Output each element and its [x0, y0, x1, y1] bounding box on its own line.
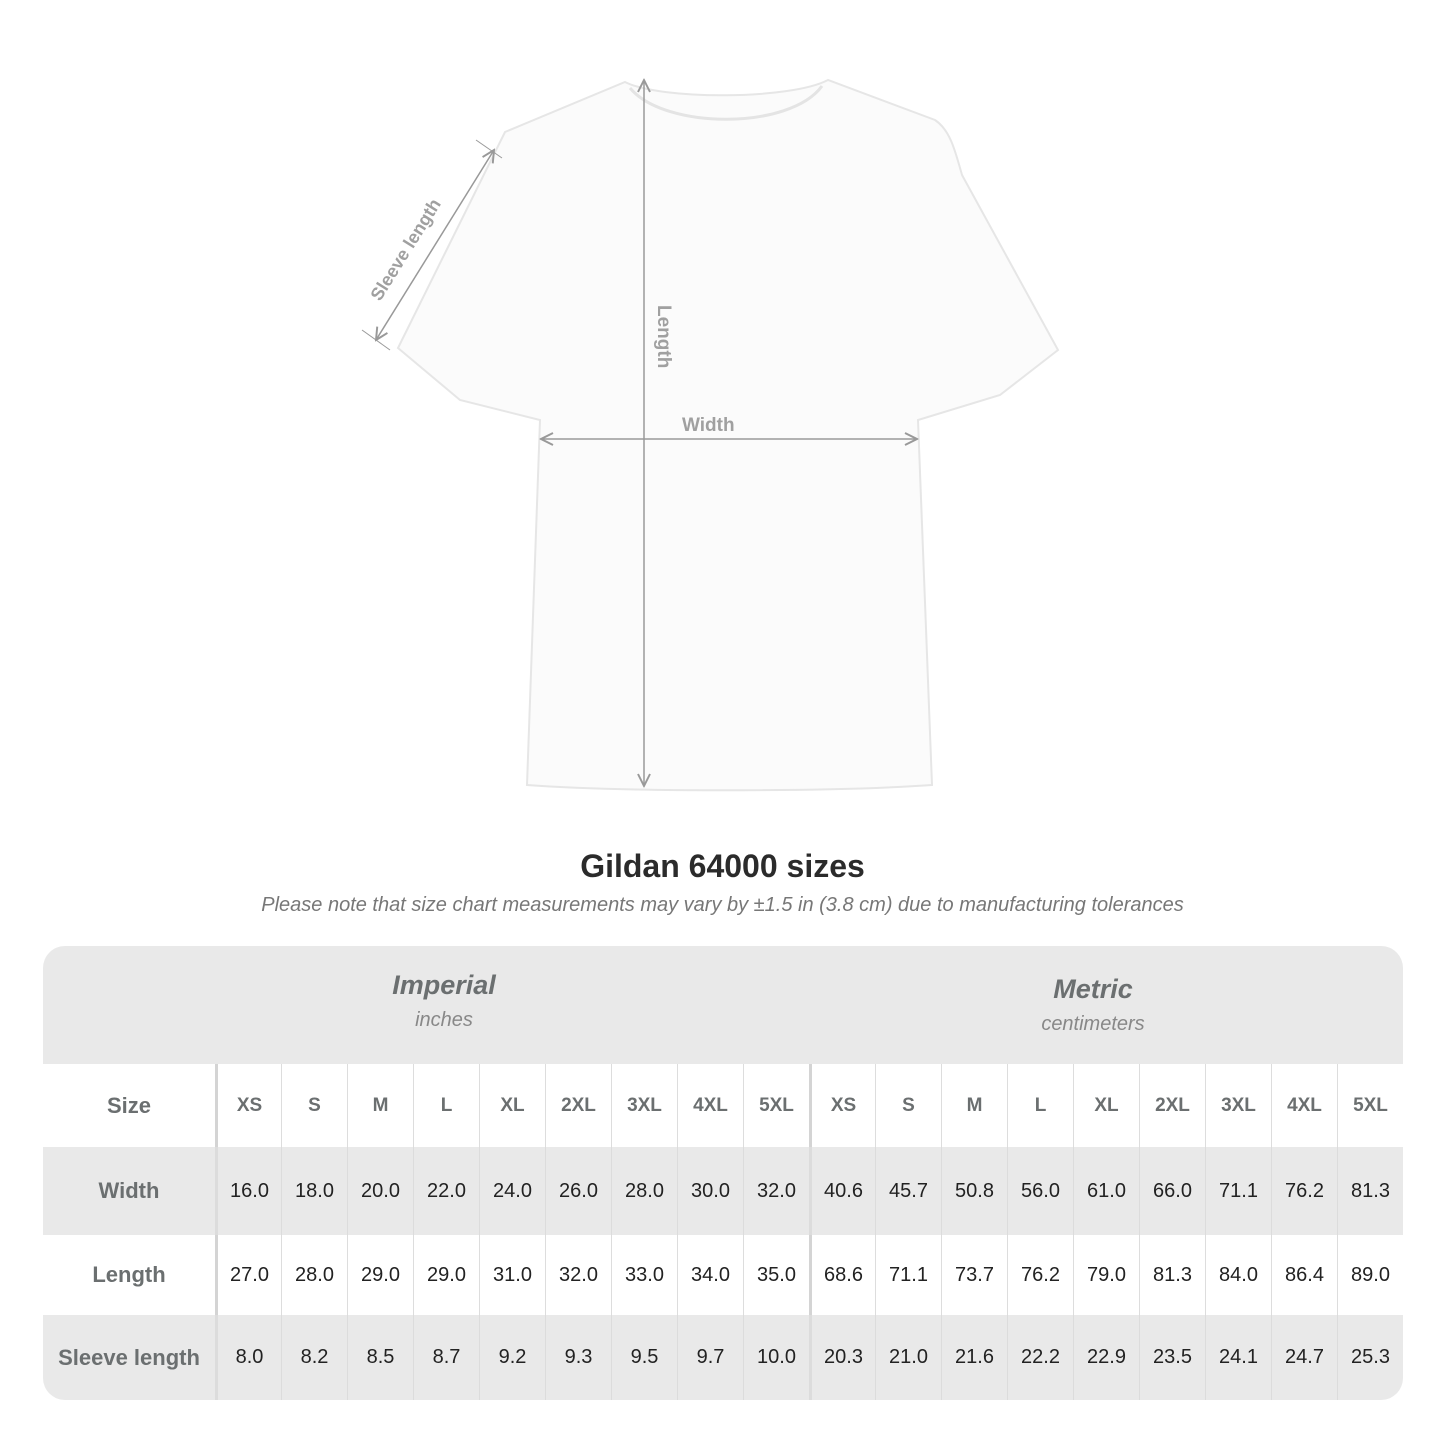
metric-value-cell: 66.0 — [1139, 1147, 1205, 1235]
imperial-value-cell: 9.5 — [611, 1315, 677, 1400]
metric-value-cell: 21.0 — [875, 1315, 941, 1400]
tolerance-note: Please note that size chart measurements… — [261, 894, 1184, 916]
imperial-value-cell: 32.0 — [545, 1235, 611, 1315]
metric-value-cell: 73.7 — [941, 1235, 1007, 1315]
imperial-value-cell: 35.0 — [743, 1235, 809, 1315]
metric-unit: centimeters — [1041, 1013, 1145, 1035]
imperial-value-cell: 8.5 — [347, 1315, 413, 1400]
imperial-value-cell: 18.0 — [281, 1147, 347, 1235]
table-row: Width 16.0 18.0 20.0 22.0 24.0 26.0 28.0 30.0 32.… — [43, 1147, 1403, 1235]
imperial-value-cell: 22.0 — [413, 1147, 479, 1235]
size-header-cell: L — [413, 1064, 479, 1147]
metric-value-cell: 86.4 — [1271, 1235, 1337, 1315]
row-label: Sleeve length — [58, 1344, 200, 1370]
metric-title: Metric — [1053, 974, 1133, 1004]
size-header-cell: XL — [1073, 1064, 1139, 1147]
table-header: Imperial inches Metric centimeters — [43, 946, 1403, 1064]
size-header-cell: 4XL — [677, 1064, 743, 1147]
metric-value-cell: 40.6 — [809, 1147, 875, 1235]
metric-value-cell: 81.3 — [1139, 1235, 1205, 1315]
imperial-value-cell: 9.2 — [479, 1315, 545, 1400]
size-header-cell: XL — [479, 1064, 545, 1147]
imperial-value-cell: 32.0 — [743, 1147, 809, 1235]
imperial-value-cell: 8.2 — [281, 1315, 347, 1400]
metric-value-cell: 25.3 — [1337, 1315, 1403, 1400]
row-label: Size — [106, 1092, 152, 1118]
imperial-value-cell: 34.0 — [677, 1235, 743, 1315]
imperial-value-cell: 16.0 — [215, 1147, 281, 1235]
sleeve-measure-line — [376, 150, 494, 340]
size-header-cell: 3XL — [1205, 1064, 1271, 1147]
imperial-value-cell: 10.0 — [743, 1315, 809, 1400]
metric-value-cell: 84.0 — [1205, 1235, 1271, 1315]
metric-value-cell: 24.7 — [1271, 1315, 1337, 1400]
size-header-cell: S — [875, 1064, 941, 1147]
size-header-cell: XS — [215, 1064, 281, 1147]
imperial-value-cell: 8.7 — [413, 1315, 479, 1400]
metric-value-cell: 22.9 — [1073, 1315, 1139, 1400]
imperial-title: Imperial — [392, 970, 496, 1000]
metric-value-cell: 50.8 — [941, 1147, 1007, 1235]
table-row: Sleeve length 8.0 8.2 8.5 8.7 9.2 9.3 9.5 9.7 10.… — [43, 1315, 1403, 1400]
size-header-cell: 5XL — [1337, 1064, 1403, 1147]
row-label: Length — [92, 1262, 166, 1287]
size-header-cell: XS — [809, 1064, 875, 1147]
metric-header: Metric centimeters — [810, 974, 1376, 1036]
metric-value-cell: 23.5 — [1139, 1315, 1205, 1400]
size-table: Imperial inches Metric centimeters Size X… — [43, 946, 1403, 1400]
size-header-cell: M — [941, 1064, 1007, 1147]
size-header-cell: L — [1007, 1064, 1073, 1147]
metric-value-cell: 89.0 — [1337, 1235, 1403, 1315]
size-header-cell: 3XL — [611, 1064, 677, 1147]
imperial-value-cell: 27.0 — [215, 1235, 281, 1315]
row-label: Width — [98, 1178, 160, 1203]
metric-value-cell: 21.6 — [941, 1315, 1007, 1400]
imperial-value-cell: 8.0 — [215, 1315, 281, 1400]
imperial-value-cell: 28.0 — [281, 1235, 347, 1315]
size-header-cell: M — [347, 1064, 413, 1147]
metric-value-cell: 45.7 — [875, 1147, 941, 1235]
size-header-row: Size XS S M L XL 2XL 3XL 4XL 5XL XS S M L XL 2XL 3XL 4XL 5… — [43, 1064, 1403, 1147]
imperial-value-cell: 29.0 — [413, 1235, 479, 1315]
metric-value-cell: 24.1 — [1205, 1315, 1271, 1400]
imperial-value-cell: 29.0 — [347, 1235, 413, 1315]
imperial-header: Imperial inches — [215, 970, 673, 1032]
imperial-value-cell: 33.0 — [611, 1235, 677, 1315]
tshirt-diagram: Sleeve length Length Width — [361, 0, 1060, 792]
size-header-cell: S — [281, 1064, 347, 1147]
metric-value-cell: 79.0 — [1073, 1235, 1139, 1315]
length-label: Length — [653, 305, 674, 368]
metric-value-cell: 56.0 — [1007, 1147, 1073, 1235]
metric-value-cell: 61.0 — [1073, 1147, 1139, 1235]
metric-value-cell: 76.2 — [1271, 1147, 1337, 1235]
size-header-cell: 5XL — [743, 1064, 809, 1147]
size-header-cell: 2XL — [1139, 1064, 1205, 1147]
metric-value-cell: 20.3 — [809, 1315, 875, 1400]
imperial-value-cell: 30.0 — [677, 1147, 743, 1235]
table-row: Length 27.0 28.0 29.0 29.0 31.0 32.0 33.0 34.0 35… — [43, 1235, 1403, 1315]
imperial-value-cell: 9.7 — [677, 1315, 743, 1400]
imperial-value-cell: 9.3 — [545, 1315, 611, 1400]
metric-value-cell: 81.3 — [1337, 1147, 1403, 1235]
width-label: Width — [682, 415, 735, 436]
metric-value-cell: 22.2 — [1007, 1315, 1073, 1400]
size-header-cell: 2XL — [545, 1064, 611, 1147]
metric-value-cell: 71.1 — [1205, 1147, 1271, 1235]
metric-value-cell: 71.1 — [875, 1235, 941, 1315]
metric-value-cell: 68.6 — [809, 1235, 875, 1315]
imperial-value-cell: 20.0 — [347, 1147, 413, 1235]
imperial-unit: inches — [415, 1009, 473, 1031]
imperial-value-cell: 26.0 — [545, 1147, 611, 1235]
metric-value-cell: 76.2 — [1007, 1235, 1073, 1315]
page-title: Gildan 64000 sizes — [580, 848, 865, 884]
imperial-value-cell: 24.0 — [479, 1147, 545, 1235]
imperial-value-cell: 31.0 — [479, 1235, 545, 1315]
imperial-value-cell: 28.0 — [611, 1147, 677, 1235]
size-header-cell: 4XL — [1271, 1064, 1337, 1147]
